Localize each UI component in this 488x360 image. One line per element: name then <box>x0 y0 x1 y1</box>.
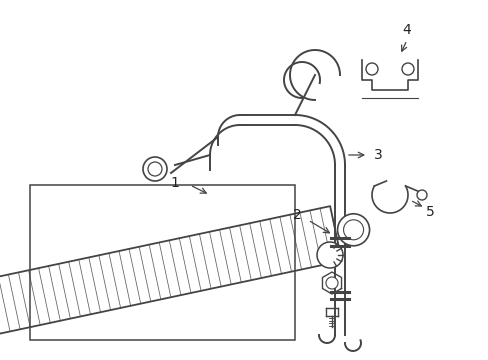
Circle shape <box>142 157 167 181</box>
Circle shape <box>416 190 426 200</box>
Circle shape <box>401 63 413 75</box>
Circle shape <box>316 242 342 268</box>
Circle shape <box>148 162 162 176</box>
Circle shape <box>337 214 369 246</box>
Text: 3: 3 <box>373 148 382 162</box>
Text: 5: 5 <box>425 205 433 219</box>
Circle shape <box>343 220 363 240</box>
Text: 4: 4 <box>402 23 410 37</box>
Circle shape <box>365 63 377 75</box>
Circle shape <box>325 277 337 289</box>
Text: 2: 2 <box>292 208 301 222</box>
Text: 1: 1 <box>170 176 179 190</box>
Bar <box>30 185 294 340</box>
